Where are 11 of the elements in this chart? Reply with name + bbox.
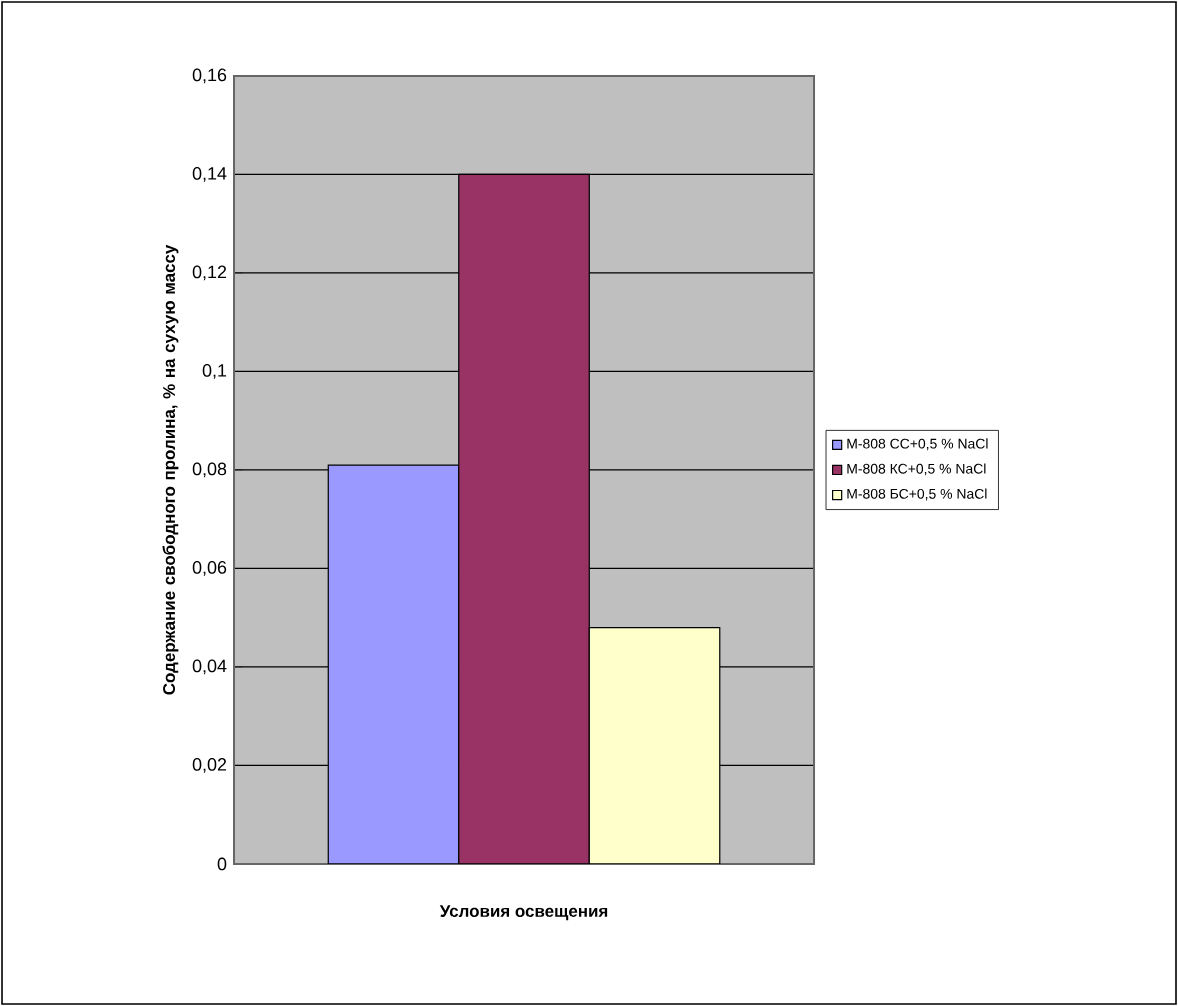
y-tick-label: 0,02: [192, 758, 227, 773]
y-tick-label: 0,14: [192, 167, 227, 182]
y-tick-label: 0,16: [192, 68, 227, 84]
y-axis-title: Содержание свободного пролина, % на сухую массу: [162, 244, 179, 695]
x-axis-title: Условия освещения: [439, 905, 608, 921]
y-tick-label: 0,08: [192, 462, 227, 478]
y-tick-label: 0,04: [192, 659, 227, 675]
y-tick-label: 0,12: [192, 265, 227, 281]
y-tick-label: 0: [217, 857, 227, 871]
y-tick-label: 0,1: [202, 364, 227, 379]
y-tick-label: 0,06: [192, 561, 227, 576]
